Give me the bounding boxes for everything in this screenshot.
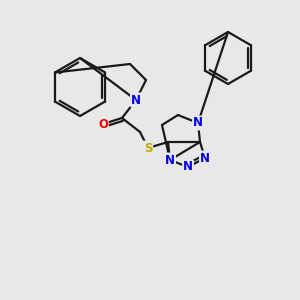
- Text: N: N: [183, 160, 193, 173]
- Text: N: N: [193, 116, 203, 130]
- Text: O: O: [98, 118, 108, 130]
- Text: N: N: [200, 152, 210, 164]
- Text: N: N: [165, 154, 175, 166]
- Text: N: N: [131, 94, 141, 106]
- Text: S: S: [144, 142, 152, 154]
